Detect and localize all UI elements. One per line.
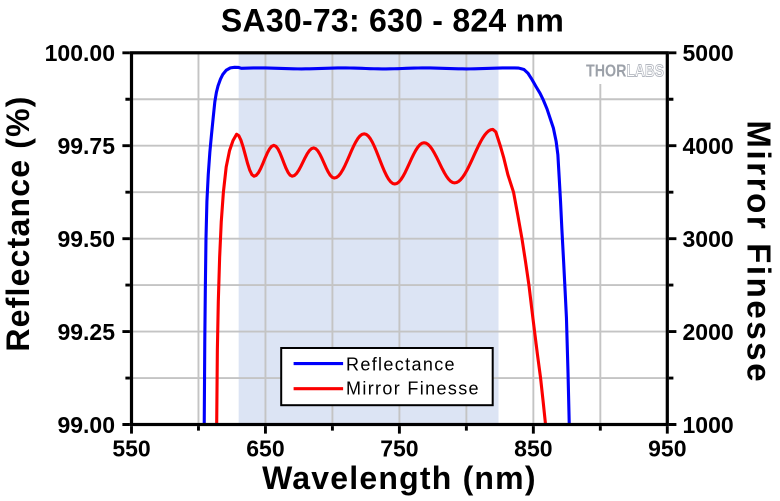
svg-text:LABS: LABS: [627, 60, 665, 80]
svg-text:1000: 1000: [683, 412, 734, 438]
svg-text:3000: 3000: [683, 226, 734, 252]
svg-text:Wavelength (nm): Wavelength (nm): [262, 460, 537, 496]
svg-text:THOR: THOR: [586, 60, 627, 80]
svg-text:650: 650: [246, 435, 284, 461]
svg-text:4000: 4000: [683, 133, 734, 159]
svg-text:Mirror Finesse: Mirror Finesse: [346, 378, 480, 398]
svg-text:750: 750: [380, 435, 418, 461]
svg-text:2000: 2000: [683, 319, 734, 345]
svg-text:550: 550: [112, 435, 150, 461]
svg-text:Reflectance (%): Reflectance (%): [0, 95, 36, 351]
svg-text:950: 950: [648, 435, 686, 461]
svg-text:SA30-73: 630 - 824 nm: SA30-73: 630 - 824 nm: [221, 3, 564, 39]
svg-text:99.00: 99.00: [57, 412, 115, 438]
svg-text:99.50: 99.50: [57, 226, 115, 252]
svg-text:850: 850: [514, 435, 552, 461]
svg-text:99.25: 99.25: [57, 319, 115, 345]
svg-text:Reflectance: Reflectance: [346, 355, 456, 375]
svg-text:99.75: 99.75: [57, 133, 115, 159]
svg-text:100.00: 100.00: [45, 40, 115, 66]
svg-text:Mirror Finesse: Mirror Finesse: [741, 120, 778, 384]
svg-text:5000: 5000: [683, 40, 734, 66]
